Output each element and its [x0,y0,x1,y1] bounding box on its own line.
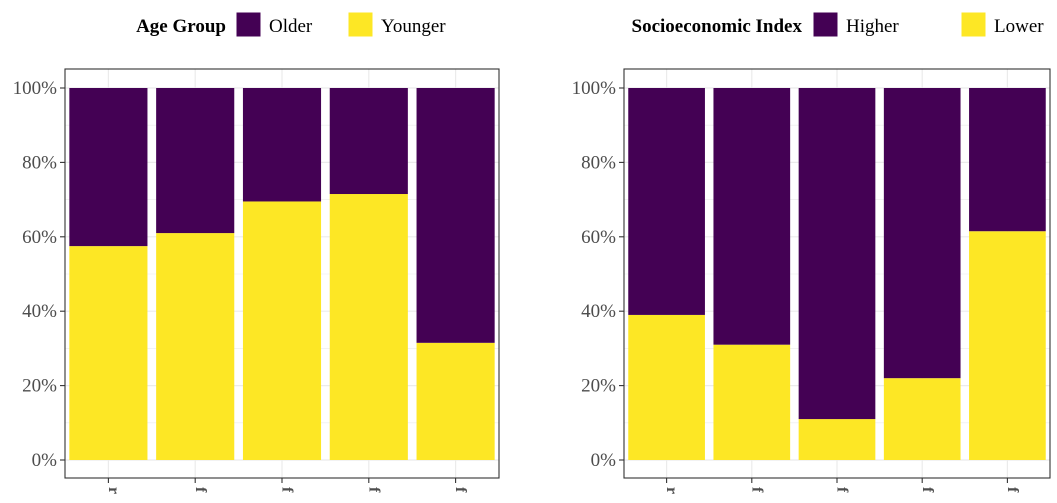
bar-higher-1 [713,88,791,345]
y-tick-label: 40% [581,301,616,322]
bar-younger-3 [329,194,408,460]
y-tick-label: 100% [572,78,617,99]
bar-younger-1 [156,233,235,460]
bar-higher-2 [798,88,876,420]
bar-older-0 [69,88,148,247]
bar-older-3 [329,88,408,195]
y-tick-label: 20% [581,376,616,397]
bar-higher-4 [969,88,1046,232]
x-tick-label: f [192,487,209,493]
y-tick-label: 40% [22,301,57,322]
bar-younger-2 [242,201,322,460]
legend-title: Age Group [136,16,226,37]
x-tick-label: f [1004,487,1021,493]
y-tick-label: 80% [22,152,57,173]
legend-label-older: Older [269,16,313,37]
x-tick-label: r [105,487,122,494]
bar-younger-4 [416,342,495,460]
y-tick-label: 60% [581,227,616,248]
bar-lower-1 [713,344,791,460]
bar-lower-3 [883,378,961,460]
y-tick-label: 100% [13,78,58,99]
bar-lower-0 [628,314,705,460]
x-tick-label: f [919,487,936,493]
y-tick-label: 0% [32,450,58,471]
bar-lower-4 [969,231,1046,460]
x-tick-label: f [279,487,296,493]
bar-older-4 [416,88,495,343]
bar-higher-0 [628,88,705,315]
bar-older-1 [156,88,235,234]
x-tick-label: r [663,487,680,494]
legend-label-lower: Lower [994,16,1044,37]
x-tick-label: f [748,487,765,493]
y-tick-label: 20% [22,376,57,397]
x-tick-label: f [365,487,382,493]
legend-swatch-older [235,11,262,38]
bar-older-2 [242,88,322,202]
legend-label-higher: Higher [846,16,899,37]
bar-higher-3 [883,88,961,379]
x-tick-label: f [452,487,469,493]
legend-swatch-lower [960,11,987,38]
y-tick-label: 60% [22,227,57,248]
y-tick-label: 0% [591,450,617,471]
bar-lower-2 [798,419,876,460]
bar-younger-0 [69,246,148,460]
legend-label-younger: Younger [381,16,446,37]
legend-swatch-higher [812,11,839,38]
y-tick-label: 80% [581,152,616,173]
legend-swatch-younger [347,11,374,38]
x-tick-label: f [834,487,851,493]
legend-title: Socioeconomic Index [632,16,803,37]
